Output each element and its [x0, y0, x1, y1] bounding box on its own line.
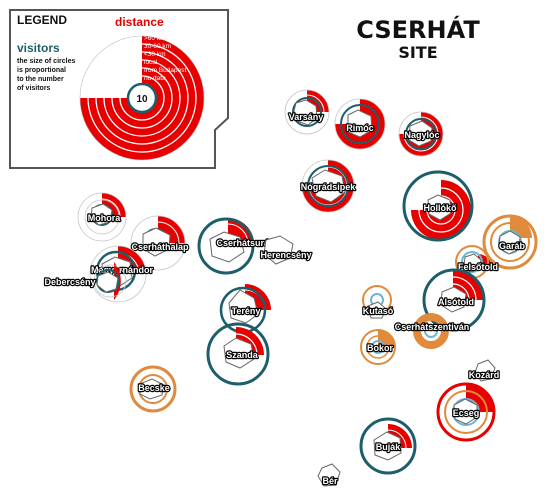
village-ber — [317, 463, 341, 487]
village-label-herencseny: Herencsény — [260, 250, 311, 260]
legend-heading: LEGEND — [17, 13, 67, 27]
village-label-ecseg: Ecseg — [453, 408, 480, 418]
village-label-varsany: Varsány — [289, 112, 324, 122]
legend-class-6: no data — [144, 75, 166, 82]
village-becske — [129, 365, 177, 413]
legend-distance-title: distance — [115, 15, 164, 29]
village-kutaso — [362, 285, 392, 319]
village-label-nagyloc: Nagylóc — [404, 130, 439, 140]
legend-visitors-desc-2: is proportional — [17, 67, 66, 74]
village-kozard — [474, 359, 496, 382]
village-debercseny — [93, 262, 127, 300]
village-cserhatsurany — [197, 217, 255, 275]
legend-visitors-desc-3: to the number — [17, 76, 64, 83]
village-label-bujak: Buják — [376, 442, 402, 452]
village-label-tereny: Terény — [232, 306, 261, 316]
legend-class-1: >60 km — [144, 35, 166, 42]
village-garab — [482, 214, 538, 270]
legend-panel: LEGEND distance visitors the size of cir… — [9, 9, 229, 169]
village-mohora — [77, 192, 127, 242]
village-label-holloko: Hollókő — [424, 203, 458, 213]
village-nogradsipek — [301, 159, 355, 213]
village-szanda — [206, 322, 270, 386]
village-label-rimoc: Rimóc — [346, 123, 374, 133]
village-bujak — [359, 417, 417, 475]
village-label-debercseny: Debercsény — [44, 277, 95, 287]
village-cserhathalap — [130, 215, 186, 271]
village-label-alsotold: Alsótold — [438, 297, 474, 307]
village-label-becske: Becske — [138, 383, 170, 393]
legend-class-4: local — [144, 59, 158, 66]
village-label-cserhathalap: Cserháthalap — [131, 242, 189, 252]
village-felsotold — [455, 245, 492, 279]
village-label-cserhatszentivan: Cserhátszentiván — [395, 322, 470, 332]
village-herencseny — [263, 235, 294, 265]
legend-class-5: from Budapest — [144, 67, 186, 74]
village-label-kutaso: Kutasó — [363, 306, 394, 316]
village-label-garab: Garáb — [499, 241, 526, 251]
village-label-mohora: Mohora — [88, 213, 121, 223]
legend-visitors-desc-1: the size of circles — [17, 58, 75, 65]
village-rimoc — [334, 98, 386, 150]
village-alsotold — [422, 268, 486, 332]
village-label-szanda: Szanda — [226, 350, 259, 360]
legend-class-3: <30 km — [144, 51, 166, 58]
village-varsany — [284, 89, 330, 135]
map-title: CSERHÁT — [356, 15, 480, 44]
village-tereny — [219, 284, 271, 334]
village-cserhatszentivan — [413, 313, 449, 349]
village-symbols: Varsány Rimóc Nagylóc Nógrádsipek — [43, 89, 538, 487]
village-label-ber: Bér — [322, 476, 338, 486]
village-label-bokor: Bokor — [367, 343, 394, 353]
legend-sample-value: 10 — [136, 94, 148, 105]
village-bokor — [360, 329, 396, 365]
legend-visitors-title: visitors — [17, 41, 60, 55]
village-nagyloc — [398, 111, 444, 157]
legend-distance-rings — [79, 35, 205, 161]
legend-visitors-desc-4: of visitors — [17, 85, 51, 92]
map-subtitle: SITE — [398, 43, 437, 62]
village-holloko — [402, 170, 474, 242]
village-label-nogradsipek: Nógrádsipek — [301, 182, 357, 192]
legend-class-2: 30-60 km — [144, 43, 171, 50]
village-label-kozard: Kozárd — [469, 370, 500, 380]
village-ecseg — [436, 382, 496, 442]
village-label-cserhatsurany: Cserhátsurány — [216, 238, 279, 248]
village-label-felsotold: Felsőtold — [458, 262, 498, 272]
